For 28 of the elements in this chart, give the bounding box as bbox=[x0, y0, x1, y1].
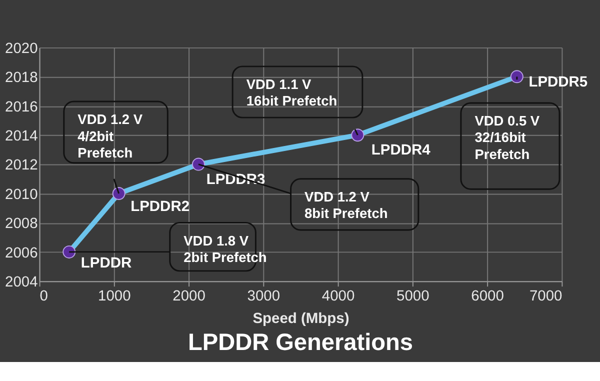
annotation: VDD 1.2 V 4/2bit Prefetch bbox=[78, 112, 144, 160]
x-tick-label: 0 bbox=[40, 288, 48, 304]
x-tick-label: 3000 bbox=[247, 288, 280, 304]
annotation: VDD 1.8 V 2bit Prefetch bbox=[184, 233, 267, 266]
x-tick-label: 2000 bbox=[172, 288, 206, 304]
y-tick-label: 2004 bbox=[5, 274, 38, 291]
x-tick-label: 7000 bbox=[529, 288, 562, 304]
y-tick-label: 2014 bbox=[5, 128, 38, 144]
annotation: LPDDR bbox=[80, 256, 132, 272]
text: LPDDR Generations bbox=[188, 328, 414, 355]
annotation: LPDDR5 bbox=[528, 74, 588, 90]
annotation: LPDDR4 bbox=[371, 142, 432, 159]
y-tick-label: 2020 bbox=[5, 40, 38, 57]
annotation: VDD 1.1 V 16bit Prefetch bbox=[246, 77, 338, 109]
y-tick-label: 2006 bbox=[5, 245, 38, 262]
x-tick-label: 6000 bbox=[471, 288, 504, 304]
annotation: VDD 0.5 V 32/16bit Prefetch bbox=[474, 114, 540, 162]
annotation: LPDDR2 bbox=[130, 199, 190, 216]
y-tick-label: 2008 bbox=[5, 216, 38, 232]
x-tick-label: 4000 bbox=[322, 288, 355, 304]
y-tick-label: 2018 bbox=[5, 70, 38, 86]
y-tick-label: 2016 bbox=[5, 99, 38, 116]
y-tick-label: 2012 bbox=[5, 158, 38, 174]
x-tick-label: 1000 bbox=[98, 288, 131, 304]
annotation: VDD 1.2 V 8bit Prefetch bbox=[304, 190, 388, 222]
x-axis-title: Speed (Mbps) bbox=[252, 310, 350, 327]
x-tick-label: 5000 bbox=[396, 288, 430, 304]
y-tick-label: 2010 bbox=[5, 186, 38, 203]
